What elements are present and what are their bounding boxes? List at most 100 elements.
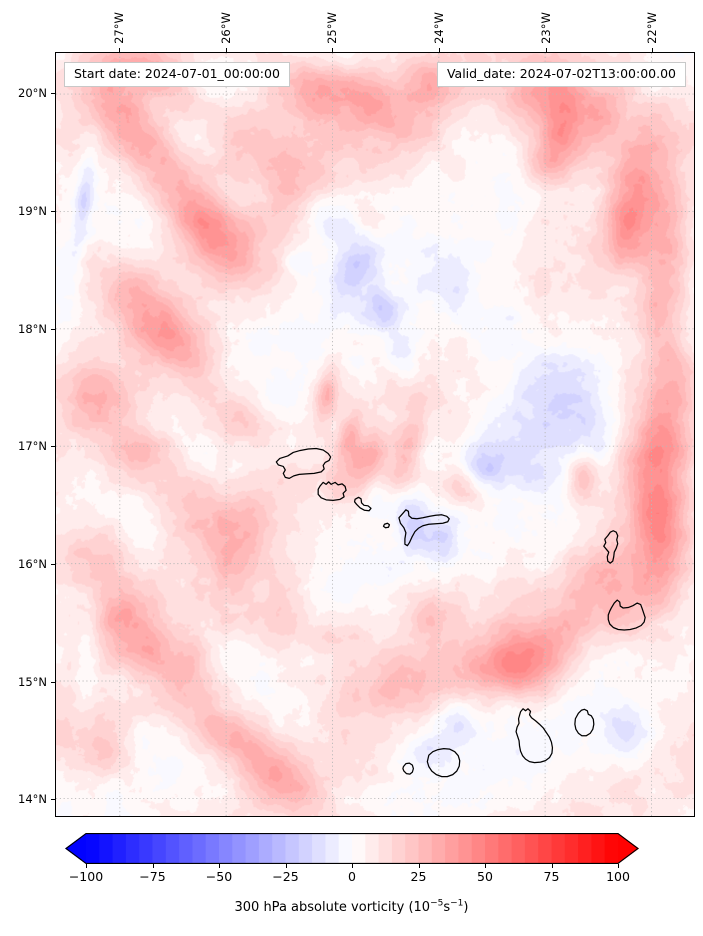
colorbar-band-18 [325, 833, 340, 864]
colorbar-tick-label-5: 25 [410, 869, 427, 884]
colorbar-tick-mark-2 [219, 864, 220, 868]
colorbar-tick-label-1: −75 [139, 869, 166, 884]
xtick-label-2: 25°W [325, 12, 340, 44]
colorbar-band-35 [551, 833, 566, 864]
ytick-label-1: 15°N [18, 674, 47, 689]
xtick-label-4: 23°W [538, 12, 553, 44]
colorbar-band-32 [511, 833, 526, 864]
colorbar-tick-mark-6 [485, 864, 486, 868]
colorbar-tick-mark-3 [285, 864, 287, 868]
colorbar-tick-mark-4 [352, 864, 353, 868]
colorbar-band-24 [405, 833, 419, 864]
colorbar-band-27 [445, 833, 459, 864]
colorbar-band-29 [471, 833, 486, 864]
colorbar[interactable] [65, 833, 639, 864]
xtick-label-5: 22°W [645, 12, 660, 44]
xtick-mark-3 [439, 48, 440, 52]
colorbar-band-3 [125, 833, 140, 864]
ytick-mark-4 [51, 328, 55, 330]
xtick-label-0: 27°W [112, 12, 126, 44]
start-date-label: Start date: 2024-07-01_00:00:00 [64, 62, 290, 87]
colorbar-band-34 [538, 833, 552, 864]
colorbar-band-30 [485, 833, 499, 864]
colorbar-band-22 [378, 833, 393, 864]
colorbar-band-2 [112, 833, 127, 864]
colorbar-band-9 [205, 833, 220, 864]
ytick-mark-1 [51, 681, 55, 683]
ytick-mark-5 [51, 210, 55, 212]
xtick-mark-2 [332, 48, 334, 52]
colorbar-band-1 [99, 833, 114, 864]
ytick-label-5: 19°N [18, 203, 47, 218]
colorbar-tick-mark-1 [152, 864, 154, 868]
colorbar-extend-min [65, 833, 86, 864]
colorbar-caption: 300 hPa absolute vorticity (10−5s−1) [0, 899, 703, 915]
xtick-label-3: 24°W [432, 12, 446, 44]
colorbar-extend-max [618, 833, 639, 864]
colorbar-band-28 [458, 833, 473, 864]
xtick-mark-5 [652, 48, 654, 52]
colorbar-band-17 [312, 833, 326, 864]
colorbar-tick-mark-8 [618, 864, 619, 868]
colorbar-band-21 [365, 833, 380, 864]
colorbar-band-6 [165, 833, 180, 864]
valid-date-label: Valid_date: 2024-07-02T13:00:00.00 [436, 62, 686, 87]
colorbar-tick-label-4: 0 [348, 869, 356, 884]
ytick-mark-3 [51, 446, 55, 448]
colorbar-band-10 [219, 833, 233, 864]
colorbar-band-0 [86, 833, 100, 864]
vorticity-field [56, 53, 694, 816]
ytick-mark-6 [51, 93, 55, 95]
caption-exponent-1: −5 [430, 899, 444, 909]
colorbar-tick-label-8: 100 [606, 869, 630, 884]
colorbar-caption-text: 300 hPa absolute vorticity (10−5s−1) [234, 899, 469, 916]
ytick-label-0: 14°N [18, 792, 47, 807]
colorbar-band-13 [258, 833, 273, 864]
xtick-label-1: 26°W [218, 12, 233, 44]
xtick-mark-0 [119, 48, 120, 52]
colorbar-band-37 [578, 833, 592, 864]
colorbar-tick-label-6: 50 [477, 869, 493, 884]
colorbar-band-33 [524, 833, 539, 864]
colorbar-band-39 [604, 833, 619, 864]
colorbar-tick-label-7: 75 [543, 869, 560, 884]
colorbar-tick-label-2: −50 [205, 869, 233, 884]
caption-suffix: ) [463, 900, 469, 916]
colorbar-band-38 [591, 833, 606, 864]
colorbar-band-15 [285, 833, 300, 864]
colorbar-band-11 [232, 833, 247, 864]
ytick-label-6: 20°N [18, 86, 47, 101]
colorbar-band-25 [418, 833, 433, 864]
ytick-label-4: 18°N [18, 321, 47, 336]
ytick-mark-0 [51, 799, 55, 801]
colorbar-tick-mark-0 [86, 864, 87, 868]
caption-prefix: 300 hPa absolute vorticity (10 [234, 900, 431, 916]
caption-exponent-2: −1 [450, 899, 464, 909]
colorbar-band-4 [139, 833, 153, 864]
colorbar-band-12 [245, 833, 260, 864]
caption-mid: s [443, 900, 451, 916]
colorbar-band-5 [152, 833, 167, 864]
colorbar-gradient [65, 833, 639, 864]
colorbar-band-26 [431, 833, 446, 864]
ytick-label-2: 16°N [18, 556, 47, 571]
colorbar-band-31 [498, 833, 513, 864]
colorbar-tick-mark-7 [551, 864, 553, 868]
colorbar-band-23 [391, 833, 406, 864]
colorbar-band-16 [298, 833, 313, 864]
xtick-mark-4 [545, 48, 547, 52]
colorbar-tick-label-0: −100 [68, 869, 104, 884]
colorbar-band-8 [192, 833, 207, 864]
colorbar-band-19 [338, 833, 353, 864]
ytick-mark-2 [51, 563, 55, 565]
map-axes[interactable]: Start date: 2024-07-01_00:00:00 Valid_da… [55, 52, 695, 817]
colorbar-band-14 [272, 833, 286, 864]
graticule-gridlines [56, 53, 694, 816]
colorbar-outline [65, 833, 639, 864]
colorbar-band-36 [564, 833, 579, 864]
ytick-label-3: 17°N [18, 439, 47, 454]
colorbar-band-20 [352, 833, 366, 864]
colorbar-tick-label-3: −25 [272, 869, 299, 884]
colorbar-tick-mark-5 [418, 864, 420, 868]
